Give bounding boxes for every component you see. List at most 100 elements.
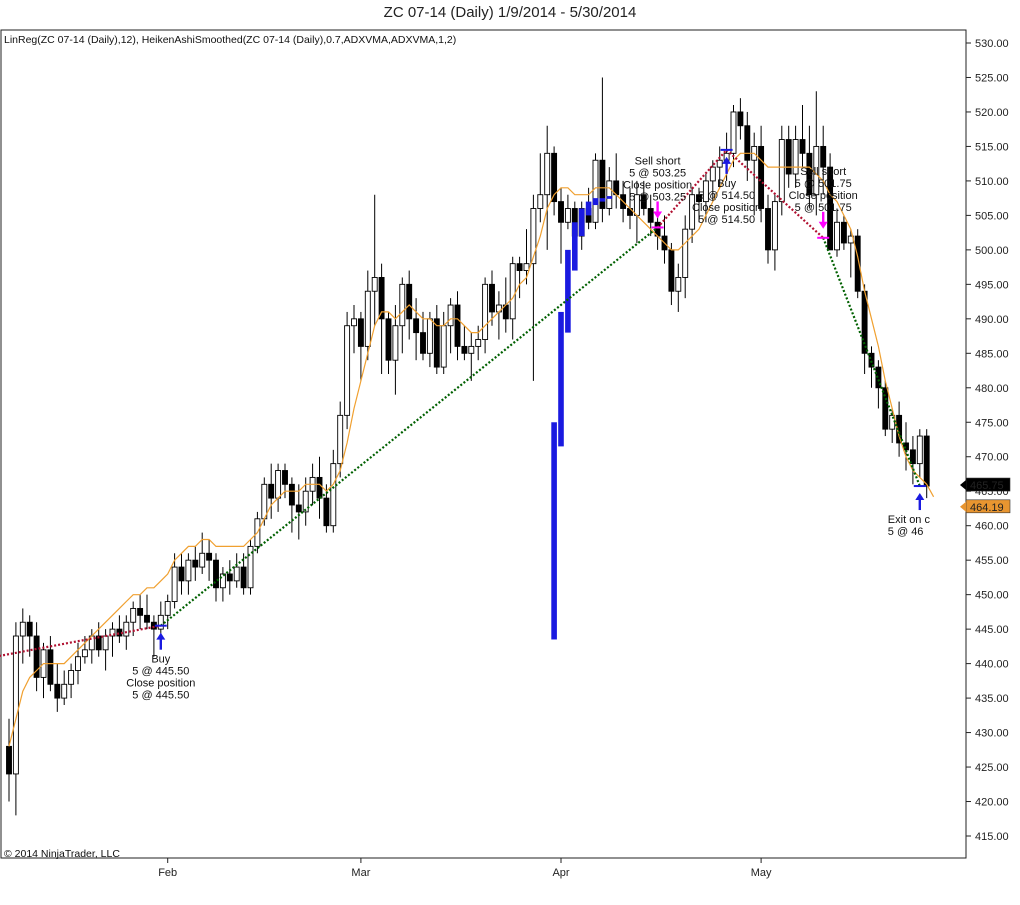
y-tick-label: 450.00 <box>975 590 1009 602</box>
candle-body <box>509 263 516 320</box>
trade-line <box>725 149 824 239</box>
candle-body <box>164 601 171 616</box>
y-tick-label: 490.00 <box>975 314 1009 326</box>
candle-body <box>640 194 647 209</box>
candle-body <box>606 180 613 209</box>
candle-body <box>213 559 219 589</box>
candle-body <box>592 159 599 223</box>
candle-body <box>344 325 351 416</box>
y-tick-label: 505.00 <box>975 210 1009 222</box>
linreg-line <box>8 152 935 747</box>
y-axis-ticks: 530.00 525.00 520.00 515.00 510.00 505.00 500.… <box>966 38 1009 843</box>
candle-body <box>854 235 861 292</box>
candle-body <box>792 139 799 175</box>
trade-note-line: 5 @ 514.50 <box>698 190 755 202</box>
heiken-ashi-blocks <box>551 196 613 640</box>
candle-body <box>61 683 68 699</box>
candle-body <box>392 325 399 361</box>
y-tick-label: 415.00 <box>975 831 1009 843</box>
candle-body <box>806 152 813 196</box>
candle-body <box>475 339 482 347</box>
candle-body <box>744 125 751 161</box>
candle-body <box>530 208 537 265</box>
candle-body <box>468 345 475 354</box>
candle-body <box>275 470 282 499</box>
candle-body <box>778 139 785 203</box>
x-tick-label: Mar <box>351 867 370 879</box>
candle-body <box>461 345 468 354</box>
trade-note-line: Close position <box>789 190 858 202</box>
y-tick-label: 525.00 <box>975 72 1009 84</box>
buy-arrow-head <box>915 493 925 501</box>
candle-body <box>47 649 54 685</box>
y-tick-label: 420.00 <box>975 797 1009 809</box>
candle-body <box>337 414 344 465</box>
candle-body <box>737 111 744 127</box>
candle-body <box>689 194 696 230</box>
trade-note-line: Sell short <box>800 166 846 178</box>
trade-line <box>0 624 162 657</box>
y-tick-label: 455.00 <box>975 555 1009 567</box>
trade-note-line: Buy <box>717 178 736 190</box>
candle-body <box>323 497 330 527</box>
trade-note-line: Buy <box>151 654 170 666</box>
candle-body <box>219 573 226 589</box>
candle-body <box>882 387 889 430</box>
price-tag-pointer <box>960 501 966 512</box>
candle-body <box>785 139 792 175</box>
candle-body <box>447 304 454 327</box>
candle-body <box>923 435 930 487</box>
trade-line <box>822 237 921 487</box>
candle-body <box>682 228 689 278</box>
candle-body <box>406 283 413 320</box>
buy-arrow-head <box>156 632 166 640</box>
trade-line <box>656 149 728 229</box>
x-axis-ticks: Feb Mar Apr May <box>158 858 772 879</box>
price-tag-pointer <box>960 480 966 491</box>
candle-body <box>68 670 75 685</box>
candle-body <box>827 166 834 251</box>
y-tick-label: 495.00 <box>975 279 1009 291</box>
candle-body <box>206 552 213 561</box>
candle-body <box>81 649 88 658</box>
heiken-ashi-block <box>578 208 585 237</box>
candle-body <box>144 614 150 623</box>
copyright-label: © 2014 NinjaTrader, LLC <box>4 848 120 860</box>
candle-body <box>302 490 309 513</box>
linreg-series <box>8 152 935 747</box>
candle-body <box>433 318 440 368</box>
trade-note-line: 5 @ 46 <box>888 526 924 538</box>
candle-body <box>916 435 923 465</box>
candle-body <box>123 621 130 637</box>
trade-note-line: 5 @ 503.25 <box>629 167 686 179</box>
y-tick-label: 460.00 <box>975 521 1009 533</box>
y-tick-label: 520.00 <box>975 107 1009 119</box>
candle-body <box>771 201 778 251</box>
candle-body <box>840 221 847 244</box>
candle-body <box>716 159 723 168</box>
candle-body <box>75 656 81 671</box>
trade-note-line: 5 @ 445.50 <box>132 690 189 702</box>
heiken-ashi-block <box>551 422 557 640</box>
candle-body <box>240 566 247 589</box>
candle-body <box>199 552 206 568</box>
trade-note-line: Close position <box>692 202 761 214</box>
buy-arrow-head <box>722 156 732 164</box>
candle-body <box>185 559 192 582</box>
candle-body <box>130 607 137 623</box>
candle-body <box>171 566 178 602</box>
trade-note-line: 5 @ 445.50 <box>132 666 189 678</box>
candle-body <box>247 545 254 589</box>
candle-body <box>420 332 426 354</box>
candle-body <box>33 635 40 678</box>
y-tick-label: 475.00 <box>975 417 1009 429</box>
candle-body <box>19 621 26 637</box>
candle-body <box>26 621 33 637</box>
candle-body <box>730 111 737 154</box>
candle-body <box>868 352 875 368</box>
x-tick-label: Feb <box>158 867 177 879</box>
candle-body <box>351 318 357 327</box>
candle-body <box>330 463 337 527</box>
